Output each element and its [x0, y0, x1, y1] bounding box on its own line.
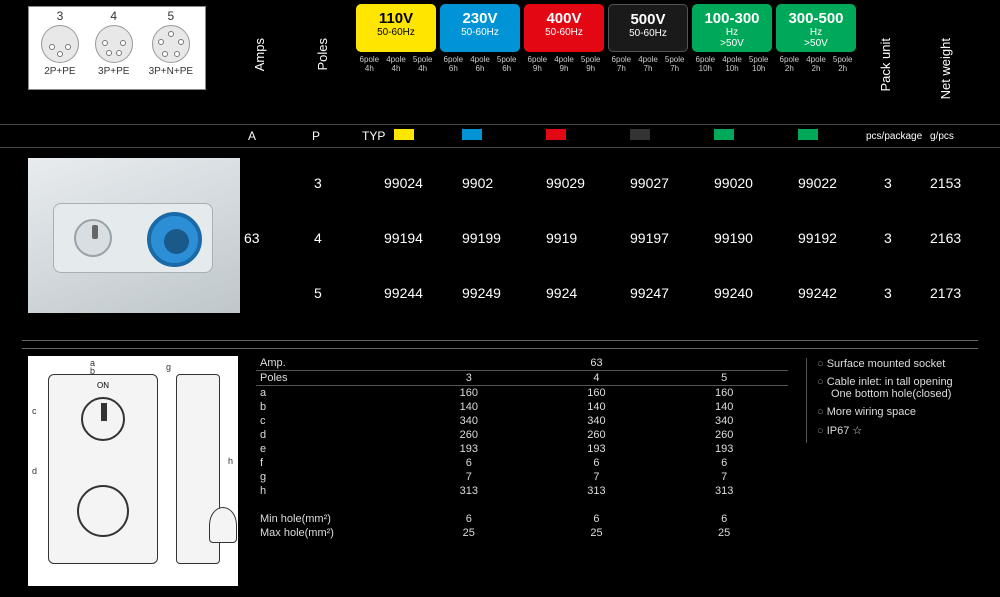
note: Cable inlet: in tall openingOne bottom h…	[817, 376, 996, 400]
dim-amp: 63	[405, 356, 788, 371]
sub-3: 6pole 9h4pole 9h5pole 9h	[524, 56, 604, 74]
cell: 99020	[714, 175, 753, 191]
note: More wiring space	[817, 406, 996, 418]
cell: 99194	[384, 230, 423, 246]
col-weight: g/pcs	[930, 131, 954, 142]
dim-col: 5	[660, 371, 788, 386]
header-poles: Poles	[315, 38, 330, 71]
cell: 9919	[546, 230, 577, 246]
pole-col-4: 4 3P+PE	[95, 9, 133, 89]
col-A: A	[248, 129, 256, 143]
volt-500: 500V50-60Hz	[608, 4, 688, 52]
pole-num: 3	[57, 9, 64, 23]
col-typ: TYP	[362, 129, 385, 143]
pole-num: 5	[167, 9, 174, 23]
pole-label: 3P+PE	[98, 66, 129, 77]
divider	[22, 348, 978, 349]
cell-poles: 3	[314, 175, 322, 191]
cell: 9902	[462, 175, 493, 191]
cell: 99244	[384, 285, 423, 301]
cell: 99240	[714, 285, 753, 301]
dim-col: 4	[533, 371, 661, 386]
pole-label: 2P+PE	[44, 66, 75, 77]
cell: 9924	[546, 285, 577, 301]
cell-weight: 2163	[930, 230, 961, 246]
technical-drawing: a b c d g h ON	[28, 356, 238, 586]
sub-5: 6pole 10h4pole 10h5pole 10h	[692, 56, 772, 74]
volt-100-300: 100-300Hz>50V	[692, 4, 772, 52]
cell: 99024	[384, 175, 423, 191]
pin-icon	[41, 25, 79, 63]
cell: 99242	[798, 285, 837, 301]
cell: 99199	[462, 230, 501, 246]
cell: 99190	[714, 230, 753, 246]
sub-4: 6pole 7h4pole 7h5pole 7h	[608, 56, 688, 74]
cell-weight: 2173	[930, 285, 961, 301]
note: Surface mounted socket	[817, 358, 996, 370]
dim-poles-label: Poles	[256, 371, 405, 386]
cell-poles: 5	[314, 285, 322, 301]
sub-6: 6pole 2h4pole 2h5pole 2h	[776, 56, 856, 74]
cell: 99197	[630, 230, 669, 246]
pole-label: 3P+N+PE	[149, 66, 193, 77]
swatch-2	[460, 129, 482, 143]
header-pack: Pack unit	[878, 38, 893, 91]
cell-amp: 63	[244, 230, 260, 246]
dim-col: 3	[405, 371, 533, 386]
dim-amp-label: Amp.	[256, 356, 405, 371]
volt-230: 230V50-60Hz	[440, 4, 520, 52]
cell: 99029	[546, 175, 585, 191]
dim-min: Min hole(mm²)	[256, 512, 405, 526]
sub-1: 6pole 4h4pole 4h5pole 4h	[356, 56, 436, 74]
swatch-3	[544, 129, 566, 143]
pole-col-5: 5 3P+N+PE	[149, 9, 193, 89]
divider	[22, 340, 978, 341]
cell: 99247	[630, 285, 669, 301]
header-net: Net weight	[938, 38, 953, 99]
cell-pack: 3	[884, 285, 892, 301]
pin-icon	[152, 25, 190, 63]
swatch-5	[712, 129, 734, 143]
cell-pack: 3	[884, 230, 892, 246]
column-header-row: A P TYP pcs/package g/pcs	[0, 124, 1000, 148]
feature-notes: Surface mounted socket Cable inlet: in t…	[806, 358, 996, 443]
cell-weight: 2153	[930, 175, 961, 191]
data-row-1: 3 99024 9902 99029 99027 99020 99022 3 2…	[0, 175, 1000, 225]
cell-pack: 3	[884, 175, 892, 191]
col-P: P	[312, 129, 320, 143]
dim-max: Max hole(mm²)	[256, 526, 405, 540]
swatch-6	[796, 129, 818, 143]
header-amps: Amps	[252, 38, 267, 71]
pole-num: 4	[110, 9, 117, 23]
cell: 99027	[630, 175, 669, 191]
volt-110: 110V50-60Hz	[356, 4, 436, 52]
dimensions-table: Amp.63 Poles 3 4 5 a160160160b140140140c…	[256, 356, 788, 540]
volt-300-500: 300-500Hz>50V	[776, 4, 856, 52]
pole-col-3: 3 2P+PE	[41, 9, 79, 89]
swatch-4	[628, 129, 650, 143]
col-pack: pcs/package	[866, 131, 922, 142]
volt-400: 400V50-60Hz	[524, 4, 604, 52]
pin-icon	[95, 25, 133, 63]
cell: 99192	[798, 230, 837, 246]
pole-diagram: 3 2P+PE 4 3P+PE 5 3P+N+PE	[28, 6, 206, 90]
note: IP67 ☆	[817, 424, 996, 437]
sub-2: 6pole 6h4pole 6h5pole 6h	[440, 56, 520, 74]
cell: 99249	[462, 285, 501, 301]
cell: 99022	[798, 175, 837, 191]
swatch-1	[392, 129, 414, 143]
data-row-3: 5 99244 99249 9924 99247 99240 99242 3 2…	[0, 285, 1000, 335]
cell-poles: 4	[314, 230, 322, 246]
data-row-2: 63 4 99194 99199 9919 99197 99190 99192 …	[0, 230, 1000, 280]
